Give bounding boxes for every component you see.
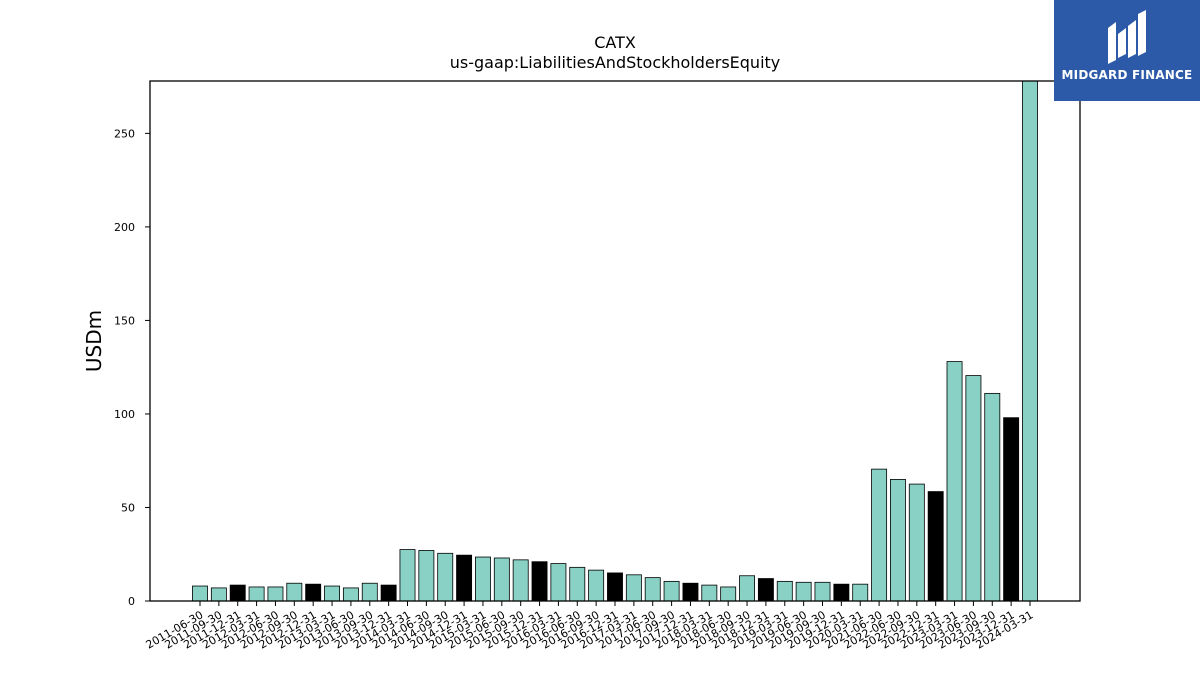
bar-2012-09-30 — [286, 582, 303, 602]
bar-2012-06-30 — [267, 586, 284, 602]
y-tick-label: 0 — [128, 595, 135, 608]
bar-2019-06-30 — [795, 581, 812, 602]
y-tick-label: 200 — [114, 221, 135, 234]
midgard-logo-icon — [1108, 10, 1146, 64]
y-tick-label: 250 — [114, 127, 135, 140]
bar-2023-03-31 — [946, 361, 963, 602]
bar-2020-03-31 — [852, 583, 869, 602]
y-axis-label: USDm — [82, 310, 106, 372]
brand-logo: MIDGARD FINANCE — [1054, 0, 1200, 101]
bar-2022-09-30 — [908, 483, 925, 602]
bar-2018-12-31 — [757, 578, 774, 602]
bar-2014-12-31 — [456, 554, 473, 602]
bar-2015-06-30 — [493, 557, 510, 602]
y-tick-label: 100 — [114, 408, 135, 421]
bar-2016-03-31 — [550, 563, 567, 602]
bar-2015-12-31 — [531, 561, 548, 602]
chart-subtitle: us-gaap:LiabilitiesAndStockholdersEquity — [450, 53, 781, 72]
bar-2019-12-31 — [833, 583, 850, 602]
bar-2015-09-30 — [512, 559, 529, 602]
bar-2023-09-30 — [984, 392, 1001, 602]
brand-name: MIDGARD FINANCE — [1061, 68, 1193, 82]
y-tick-label: 150 — [114, 314, 135, 327]
bar-2016-12-31 — [607, 572, 623, 602]
bar-2014-09-30 — [437, 552, 454, 602]
bar-2014-06-30 — [418, 550, 435, 602]
bar-2017-03-31 — [625, 574, 642, 602]
y-axis: 0 50 100 150 200 250 — [114, 127, 150, 608]
x-axis: 2011-06-302011-09-302011-12-312012-03-31… — [144, 601, 1036, 652]
bar-2017-12-31 — [682, 582, 699, 602]
bar-2018-06-30 — [720, 586, 737, 602]
bar-2022-06-30 — [890, 479, 906, 602]
bar-2023-06-30 — [965, 375, 982, 602]
bar-2023-12-31 — [1003, 417, 1020, 602]
bar-2011-12-31 — [229, 584, 246, 602]
bar-2018-03-31 — [701, 584, 718, 602]
bar-2013-03-31 — [324, 585, 340, 602]
bar-2017-09-30 — [663, 580, 680, 602]
y-tick-label: 50 — [121, 501, 135, 514]
bar-2016-09-30 — [588, 569, 605, 602]
plot-frame — [149, 80, 1081, 602]
bar-2021-06-30 — [871, 468, 888, 602]
bar-2016-06-30 — [569, 566, 586, 602]
bar-2013-12-31 — [380, 584, 397, 602]
bar-2014-03-31 — [399, 549, 416, 602]
bar-2019-03-31 — [776, 580, 793, 602]
bar-2011-09-30 — [210, 587, 227, 602]
bar-2011-06-30 — [192, 585, 208, 602]
chart-title: CATX — [594, 33, 636, 52]
bar-2018-09-30 — [739, 575, 755, 602]
bar-2012-12-31 — [305, 583, 322, 602]
bar-2019-09-30 — [814, 581, 831, 602]
bar-2024-03-31 — [1022, 80, 1038, 602]
bar-2013-06-30 — [342, 587, 359, 602]
bars-group — [192, 80, 1038, 602]
bar-2015-03-31 — [475, 556, 491, 602]
bar-2022-12-31 — [927, 491, 944, 602]
bar-2017-06-30 — [644, 577, 661, 602]
bar-2012-03-31 — [248, 586, 265, 602]
bar-2013-09-30 — [361, 582, 378, 602]
